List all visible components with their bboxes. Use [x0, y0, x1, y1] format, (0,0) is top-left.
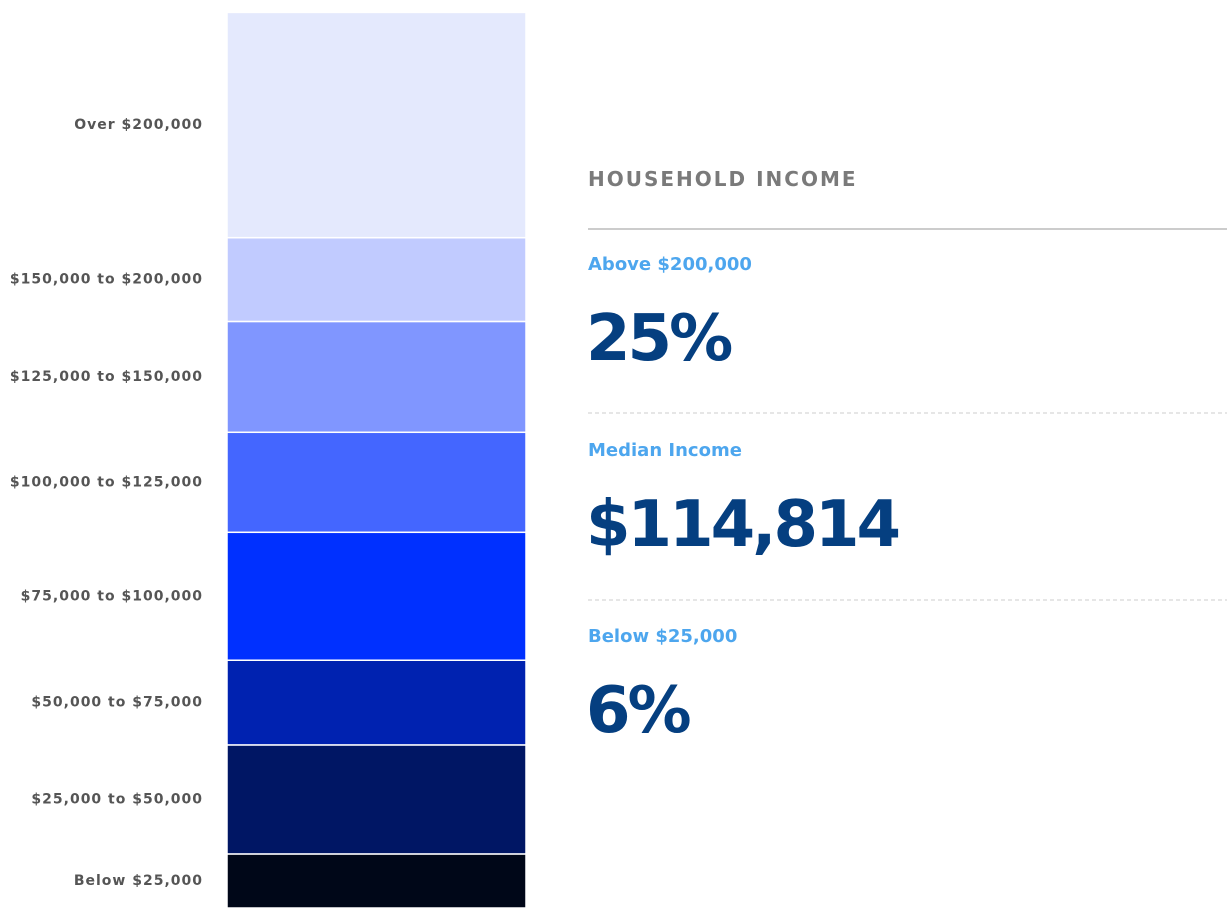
segment	[226, 531, 527, 661]
segment	[226, 431, 527, 534]
panel-title: HOUSEHOLD INCOME	[588, 167, 858, 191]
stat-label: Above $200,000	[588, 254, 752, 275]
stat-value: 25%	[586, 302, 732, 376]
segment	[226, 11, 527, 239]
segment-label: $100,000 to $125,000	[10, 474, 203, 490]
segment-label: $75,000 to $100,000	[21, 588, 203, 604]
segment-label: Over $200,000	[74, 117, 203, 133]
segment	[226, 659, 527, 746]
segment-label: $50,000 to $75,000	[31, 695, 203, 711]
segment-label: $150,000 to $200,000	[10, 272, 203, 288]
stat-label: Below $25,000	[588, 626, 737, 647]
stat-value: 6%	[586, 674, 691, 748]
stat-label: Median Income	[588, 440, 742, 461]
segment-label: $25,000 to $50,000	[31, 791, 203, 807]
stat-value: $114,814	[586, 488, 899, 562]
segment	[226, 744, 527, 855]
segment	[226, 236, 527, 323]
segment	[226, 320, 527, 434]
segment	[226, 853, 527, 908]
segment-label: $125,000 to $150,000	[10, 369, 203, 385]
segment-label: Below $25,000	[74, 873, 203, 889]
